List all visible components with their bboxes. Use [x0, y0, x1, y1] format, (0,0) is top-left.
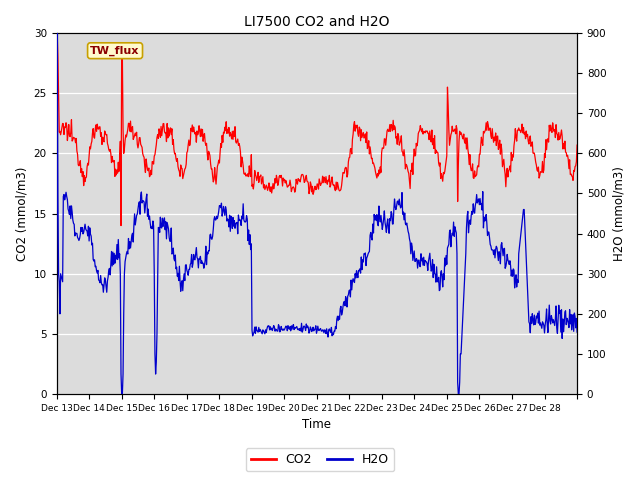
Legend: CO2, H2O: CO2, H2O [246, 448, 394, 471]
Y-axis label: CO2 (mmol/m3): CO2 (mmol/m3) [15, 167, 28, 261]
Text: TW_flux: TW_flux [90, 46, 140, 56]
Title: LI7500 CO2 and H2O: LI7500 CO2 and H2O [244, 15, 390, 29]
X-axis label: Time: Time [302, 419, 332, 432]
Y-axis label: H2O (mmol/m3): H2O (mmol/m3) [612, 166, 625, 261]
